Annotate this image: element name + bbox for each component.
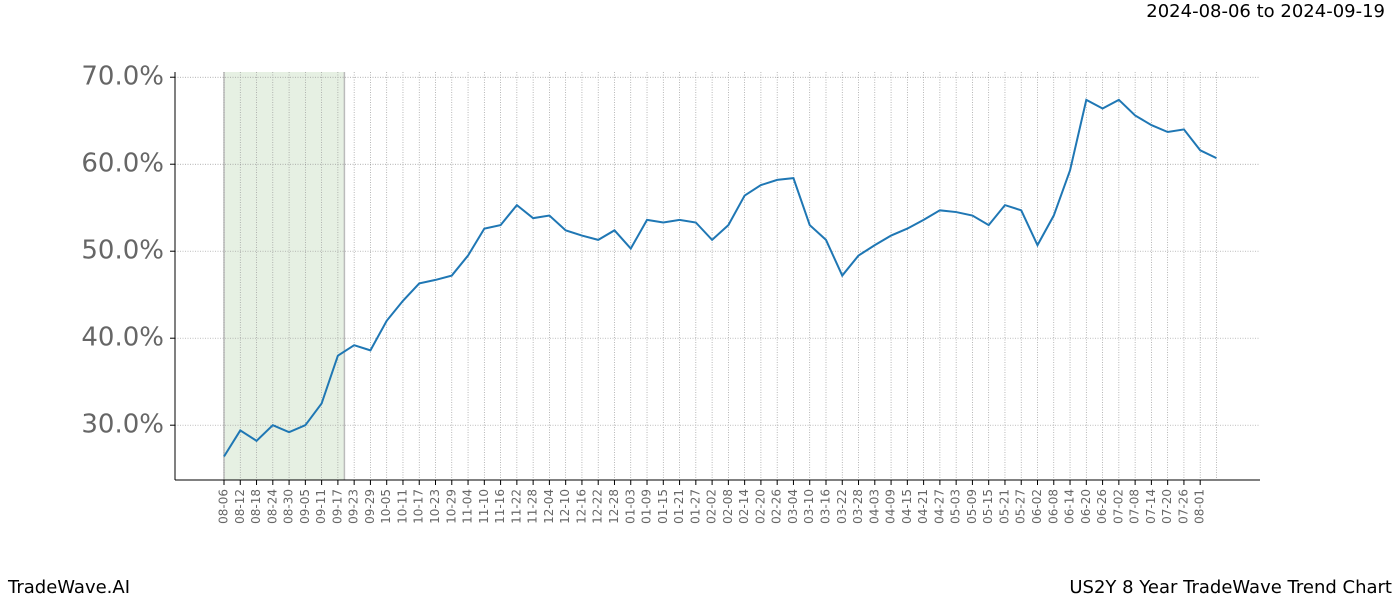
x-tick-label: 08-06 [217, 489, 231, 524]
x-tick-label: 05-15 [981, 489, 995, 524]
x-tick-label: 05-09 [965, 489, 979, 524]
x-tick-label: 10-17 [412, 489, 426, 524]
x-tick-label: 12-10 [558, 489, 572, 524]
x-tick-label: 04-15 [900, 489, 914, 524]
x-tick-label: 10-11 [395, 489, 409, 524]
y-tick-label: 50.0% [81, 236, 164, 266]
x-tick-label: 10-29 [444, 489, 458, 524]
x-tick-label: 11-22 [509, 489, 523, 524]
x-tick-label: 09-11 [314, 489, 328, 524]
y-tick-label: 30.0% [81, 410, 164, 440]
x-tick-label: 04-03 [867, 489, 881, 524]
x-tick-label: 01-15 [656, 489, 670, 524]
x-tick-label: 04-27 [932, 489, 946, 524]
x-tick-label: 12-22 [591, 489, 605, 524]
highlight-window [224, 72, 345, 480]
x-tick-label: 08-18 [249, 489, 263, 524]
x-tick-label: 08-12 [233, 489, 247, 524]
x-tick-label: 03-28 [851, 489, 865, 524]
x-tick-label: 06-02 [1030, 489, 1044, 524]
x-tick-label: 08-24 [265, 489, 279, 524]
x-tick-label: 01-27 [688, 489, 702, 524]
x-tick-label: 05-03 [949, 489, 963, 524]
x-tick-label: 02-02 [705, 489, 719, 524]
x-tick-label: 09-05 [298, 489, 312, 524]
x-tick-label: 12-28 [607, 489, 621, 524]
x-tick-label: 08-30 [282, 489, 296, 524]
data-line [223, 98, 1217, 458]
x-tick-label: 11-16 [493, 489, 507, 524]
y-tick-label: 70.0% [81, 62, 164, 92]
x-tick-label: 01-03 [623, 489, 637, 524]
x-tick-label: 02-08 [721, 489, 735, 524]
x-tick-label: 11-28 [526, 489, 540, 524]
x-tick-label: 09-29 [363, 489, 377, 524]
x-tick-label: 05-21 [997, 489, 1011, 524]
x-tick-label: 12-04 [542, 489, 556, 524]
chart-title: US2Y 8 Year TradeWave Trend Chart [1069, 577, 1392, 598]
x-tick-label: 06-20 [1079, 489, 1093, 524]
x-tick-label: 12-16 [574, 489, 588, 524]
x-tick-label: 10-23 [428, 489, 442, 524]
x-tick-label: 06-14 [1063, 489, 1077, 524]
x-tick-label: 10-05 [379, 489, 393, 524]
x-tick-label: 07-14 [1144, 489, 1158, 524]
x-tick-label: 07-02 [1111, 489, 1125, 524]
x-tick-label: 09-17 [330, 489, 344, 524]
y-tick-label: 60.0% [81, 149, 164, 179]
x-tick-label: 09-23 [347, 489, 361, 524]
x-tick-label: 06-26 [1095, 489, 1109, 524]
x-tick-label: 07-26 [1176, 489, 1190, 524]
x-tick-label: 06-08 [1046, 489, 1060, 524]
x-tick-label: 02-20 [753, 489, 767, 524]
x-tick-label: 01-09 [640, 489, 654, 524]
x-tick-label: 01-21 [672, 489, 686, 524]
x-tick-label: 11-10 [477, 489, 491, 524]
x-tick-label: 02-26 [770, 489, 784, 524]
x-tick-label: 11-04 [461, 489, 475, 524]
x-tick-label: 03-22 [835, 489, 849, 524]
x-tick-label: 07-08 [1128, 489, 1142, 524]
x-tick-label: 03-04 [786, 489, 800, 524]
x-tick-label: 03-16 [818, 489, 832, 524]
x-tick-label: 08-01 [1193, 489, 1207, 524]
x-tick-label: 04-09 [884, 489, 898, 524]
y-tick-label: 40.0% [81, 323, 164, 353]
chart-subtitle: 2024-08-06 to 2024-09-19 [1146, 1, 1385, 22]
x-tick-label: 04-21 [916, 489, 930, 524]
brand: TradeWave.AI [7, 577, 130, 598]
x-tick-label: 03-10 [802, 489, 816, 524]
x-tick-label: 07-20 [1160, 489, 1174, 524]
x-tick-label: 05-27 [1014, 489, 1028, 524]
x-tick-label: 02-14 [737, 489, 751, 524]
